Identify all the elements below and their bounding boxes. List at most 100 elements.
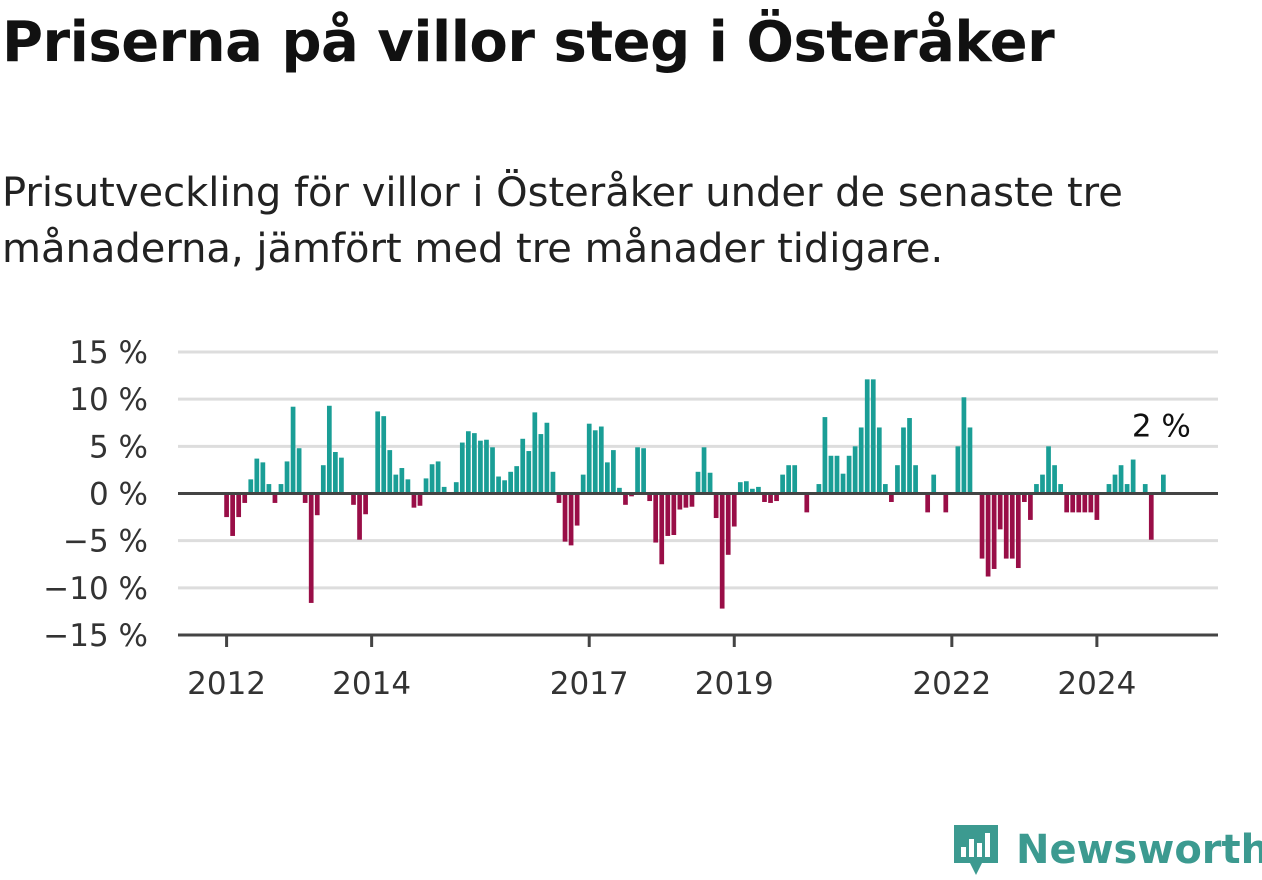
bar: [997, 493, 1003, 530]
bar: [750, 488, 755, 494]
x-tick-label: 2014: [332, 666, 411, 702]
bar: [1015, 493, 1021, 569]
y-tick-label: 0 %: [89, 477, 148, 513]
bar: [822, 417, 828, 494]
bar: [320, 465, 326, 494]
bar: [665, 493, 671, 536]
bar: [671, 493, 677, 536]
bar: [792, 465, 798, 494]
bar: [683, 493, 689, 508]
bar: [417, 493, 423, 506]
bar: [502, 480, 507, 494]
bar: [284, 461, 290, 494]
bar: [1052, 465, 1057, 494]
bar: [1124, 484, 1130, 494]
bar: [864, 379, 870, 494]
bar: [544, 422, 550, 494]
bars: [224, 379, 1166, 609]
bar: [931, 474, 937, 494]
x-tick-label: 2017: [550, 666, 629, 702]
bar: [278, 484, 284, 494]
bar: [574, 493, 580, 526]
bar: [725, 493, 731, 555]
bar: [895, 465, 900, 494]
bar: [254, 458, 260, 494]
bar: [375, 411, 381, 494]
bar: [943, 493, 949, 513]
bar: [617, 487, 622, 494]
bar: [876, 427, 882, 494]
bar: [882, 484, 888, 494]
bar: [568, 493, 574, 546]
bar: [1106, 484, 1112, 494]
bar: [339, 457, 344, 494]
y-tick-label: −10 %: [43, 571, 148, 607]
bar: [731, 493, 737, 527]
bar: [743, 481, 749, 494]
bar: [459, 442, 465, 494]
bar: [1082, 493, 1088, 513]
bar: [991, 493, 997, 569]
bar: [604, 462, 610, 494]
bar: [405, 479, 411, 494]
bar: [659, 493, 665, 565]
bar: [852, 446, 858, 494]
bar: [532, 412, 538, 494]
bar: [496, 476, 501, 494]
axes: [178, 492, 1218, 637]
bar: [326, 405, 332, 494]
bar: [707, 472, 713, 494]
x-axis-ticks: 2012 2014 2017 2019 2022 2024: [187, 635, 1136, 702]
bar: [441, 486, 447, 494]
bar: [737, 482, 743, 494]
bar: [1034, 484, 1039, 494]
bar: [955, 446, 961, 494]
bar: [556, 493, 562, 503]
bar: [296, 448, 302, 494]
bar: [768, 493, 773, 503]
bar: [804, 493, 810, 513]
bar: [647, 493, 653, 502]
bar: [1130, 459, 1136, 494]
x-tick-label: 2019: [695, 666, 774, 702]
bar: [907, 418, 912, 494]
grid-lines: [178, 350, 1218, 590]
bar: [1142, 484, 1148, 494]
newsworthy-bars-icon: [954, 825, 998, 875]
brand-name: Newsworthy: [1016, 827, 1262, 873]
bar: [641, 448, 646, 494]
bar: [308, 493, 314, 603]
bar: [520, 438, 526, 494]
bar: [635, 447, 640, 494]
bar: [580, 474, 586, 494]
bar: [266, 484, 272, 494]
bar: [1148, 493, 1154, 540]
chart-title: Priserna på villor steg i Österåker: [2, 10, 1055, 75]
y-tick-label: 15 %: [69, 335, 148, 371]
bar: [677, 493, 683, 510]
bar: [1070, 493, 1076, 513]
bar: [967, 427, 973, 494]
bar: [538, 434, 544, 494]
newsworthy-logo[interactable]: Newsworthy: [950, 820, 1262, 880]
bar: [562, 493, 568, 542]
bar: [550, 471, 556, 494]
bar: [816, 484, 822, 494]
x-tick-label: 2022: [912, 666, 991, 702]
bar: [925, 493, 931, 513]
bar: [465, 431, 471, 494]
bar: [242, 493, 248, 503]
bar: [393, 474, 399, 494]
bar: [357, 493, 362, 540]
bar: [1112, 474, 1118, 494]
bar: [913, 465, 918, 494]
bar: [423, 478, 429, 494]
bar: [453, 482, 459, 494]
chart-subtitle: Prisutveckling för villor i Österåker un…: [2, 170, 1123, 272]
bar: [411, 493, 417, 508]
bar: [478, 440, 483, 494]
bar: [623, 493, 628, 505]
bar: [526, 451, 532, 494]
bar: [858, 427, 864, 494]
